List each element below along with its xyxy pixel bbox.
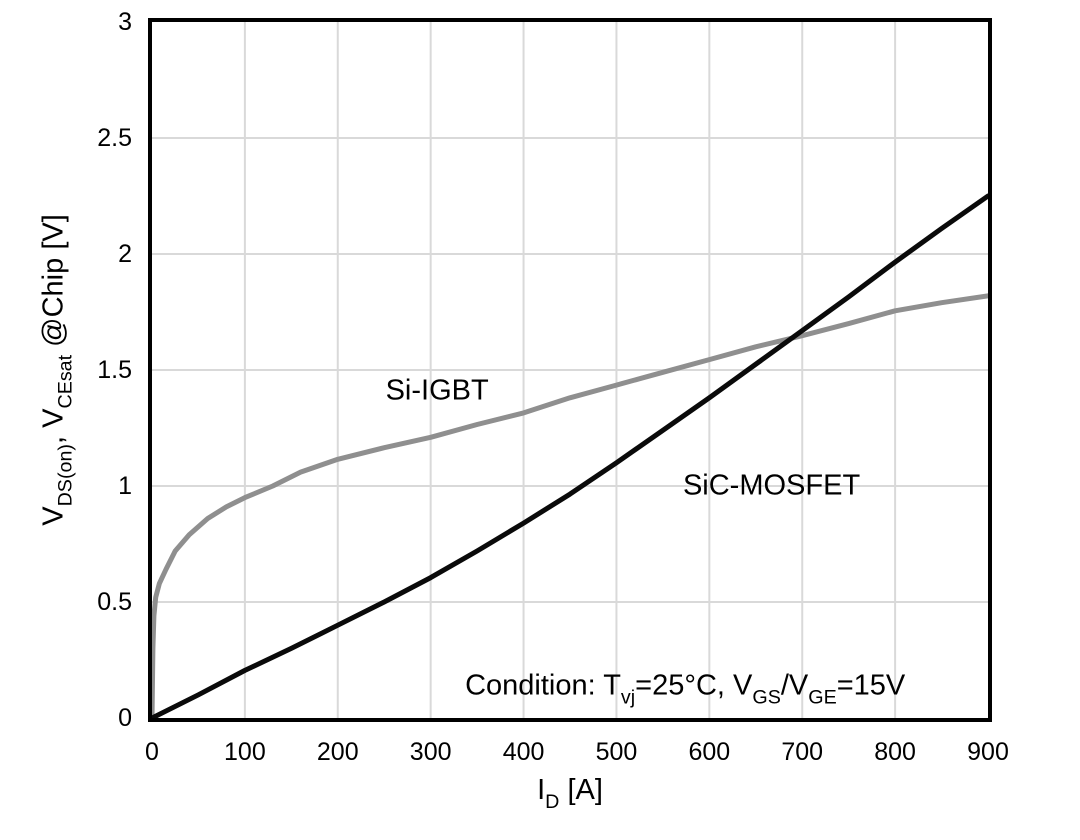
- plot-canvas: [152, 22, 988, 718]
- label-text: V: [37, 506, 70, 526]
- label-text: /V: [780, 669, 809, 702]
- label-text: =25°C, V: [635, 669, 753, 702]
- x-tick-label: 100: [224, 738, 266, 766]
- label-text: I: [537, 774, 546, 806]
- y-tick-label: 1: [118, 472, 132, 500]
- x-tick-label: 700: [781, 738, 824, 766]
- x-tick-label: 300: [409, 738, 452, 766]
- label-text: [A]: [559, 774, 603, 806]
- curve-si-igbt: [152, 293, 988, 718]
- x-axis-label: ID [A]: [537, 774, 603, 813]
- label-text: =15V: [836, 669, 906, 702]
- label-text: , V: [37, 408, 70, 445]
- curve-sic-mosfet: [152, 193, 988, 718]
- label-subscript: vj: [620, 686, 636, 709]
- label-subscript: GE: [808, 686, 837, 709]
- x-tick-label: 400: [502, 738, 545, 766]
- x-tick-label: 800: [874, 738, 916, 766]
- y-tick-label: 0.5: [97, 588, 132, 616]
- y-tick-label: 2: [118, 240, 132, 268]
- series-label-si-igbt: Si-IGBT: [385, 374, 489, 407]
- condition-annotation: Condition: Tvj=25°C, VGS/VGE=15V: [465, 669, 906, 708]
- plot-area: [152, 22, 988, 718]
- series-label-sic-mosfet: SiC-MOSFET: [682, 469, 861, 502]
- y-tick-label: 2.5: [97, 124, 132, 152]
- label-text: @Chip [V]: [37, 214, 70, 355]
- x-tick-label: 600: [688, 738, 731, 766]
- y-tick-label: 1.5: [97, 356, 132, 384]
- y-tick-label: 0: [118, 704, 132, 732]
- label-subscript: D: [545, 791, 560, 814]
- x-tick-label: 0: [145, 738, 159, 766]
- x-tick-label: 200: [316, 738, 359, 766]
- label-text: Condition: T: [465, 669, 621, 702]
- x-tick-label: 500: [595, 738, 638, 766]
- label-subscript: GS: [752, 686, 781, 709]
- y-tick-label: 3: [118, 8, 132, 36]
- x-tick-label: 900: [967, 738, 1009, 766]
